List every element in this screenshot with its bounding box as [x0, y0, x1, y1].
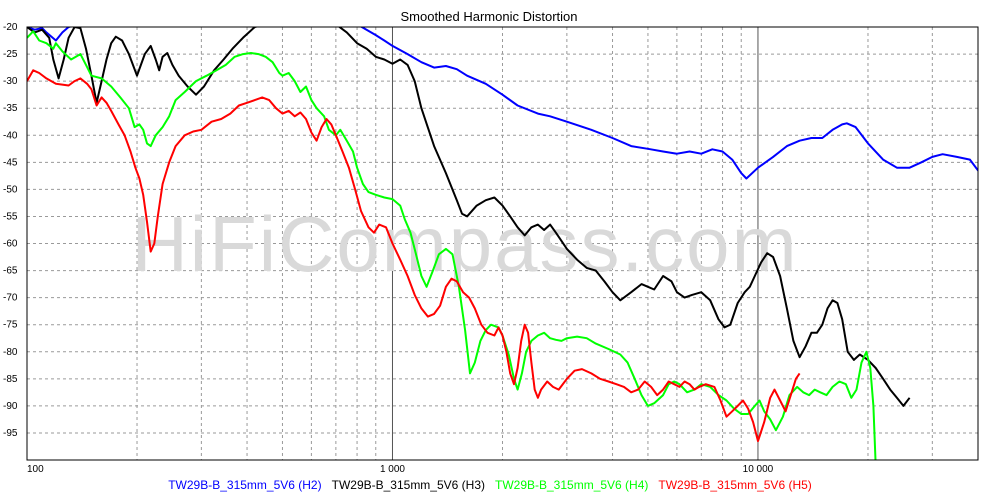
- y-tick-label: -25: [3, 49, 18, 60]
- y-tick-label: -40: [3, 130, 18, 141]
- y-tick-label: -50: [3, 184, 18, 195]
- y-tick-label: -70: [3, 293, 18, 304]
- x-tick-label: 100: [27, 464, 44, 475]
- y-tick-label: -65: [3, 266, 18, 277]
- y-tick-label: -90: [3, 401, 18, 412]
- y-tick-label: -35: [3, 103, 18, 114]
- series-layer: [27, 27, 978, 460]
- y-tick-label: -75: [3, 320, 18, 331]
- series-line-h2: [27, 27, 978, 180]
- series-line-h5: [27, 69, 801, 443]
- x-tick-label: 10 000: [743, 464, 774, 475]
- y-tick-label: -45: [3, 157, 18, 168]
- legend-row: TW29B-B_315mm_5V6 (H2) TW29B-B_315mm_5V6 …: [168, 478, 812, 492]
- legend-entry-h3: TW29B-B_315mm_5V6 (H3): [332, 478, 485, 492]
- plot-frame: [26, 26, 979, 461]
- series-line-h3: [27, 27, 911, 407]
- x-axis-ticks: 100 1 000 10 000: [27, 464, 774, 475]
- legend-entry-h5: TW29B-B_315mm_5V6 (H5): [658, 478, 811, 492]
- watermark-text: HiFiCompass.com: [131, 200, 798, 288]
- legend: TW29B-B_315mm_5V6 (H2) TW29B-B_315mm_5V6 …: [168, 478, 812, 492]
- series-line-h4: [27, 30, 877, 460]
- y-tick-label: -55: [3, 211, 18, 222]
- y-tick-label: -20: [3, 22, 18, 33]
- y-axis-ticks: -20 -25 -30 -35 -40 -45 -50 -55 -60 -65 -70 -75 -80 -…: [3, 22, 18, 439]
- y-tick-label: -60: [3, 239, 18, 250]
- y-tick-label: -80: [3, 347, 18, 358]
- chart-title: Smoothed Harmonic Distortion: [400, 9, 577, 24]
- legend-entry-h2: TW29B-B_315mm_5V6 (H2): [168, 478, 321, 492]
- y-tick-label: -85: [3, 374, 18, 385]
- y-tick-label: -30: [3, 76, 18, 87]
- legend-entry-h4: TW29B-B_315mm_5V6 (H4): [495, 478, 648, 492]
- y-tick-label: -95: [3, 428, 18, 439]
- x-tick-label: 1 000: [380, 464, 405, 475]
